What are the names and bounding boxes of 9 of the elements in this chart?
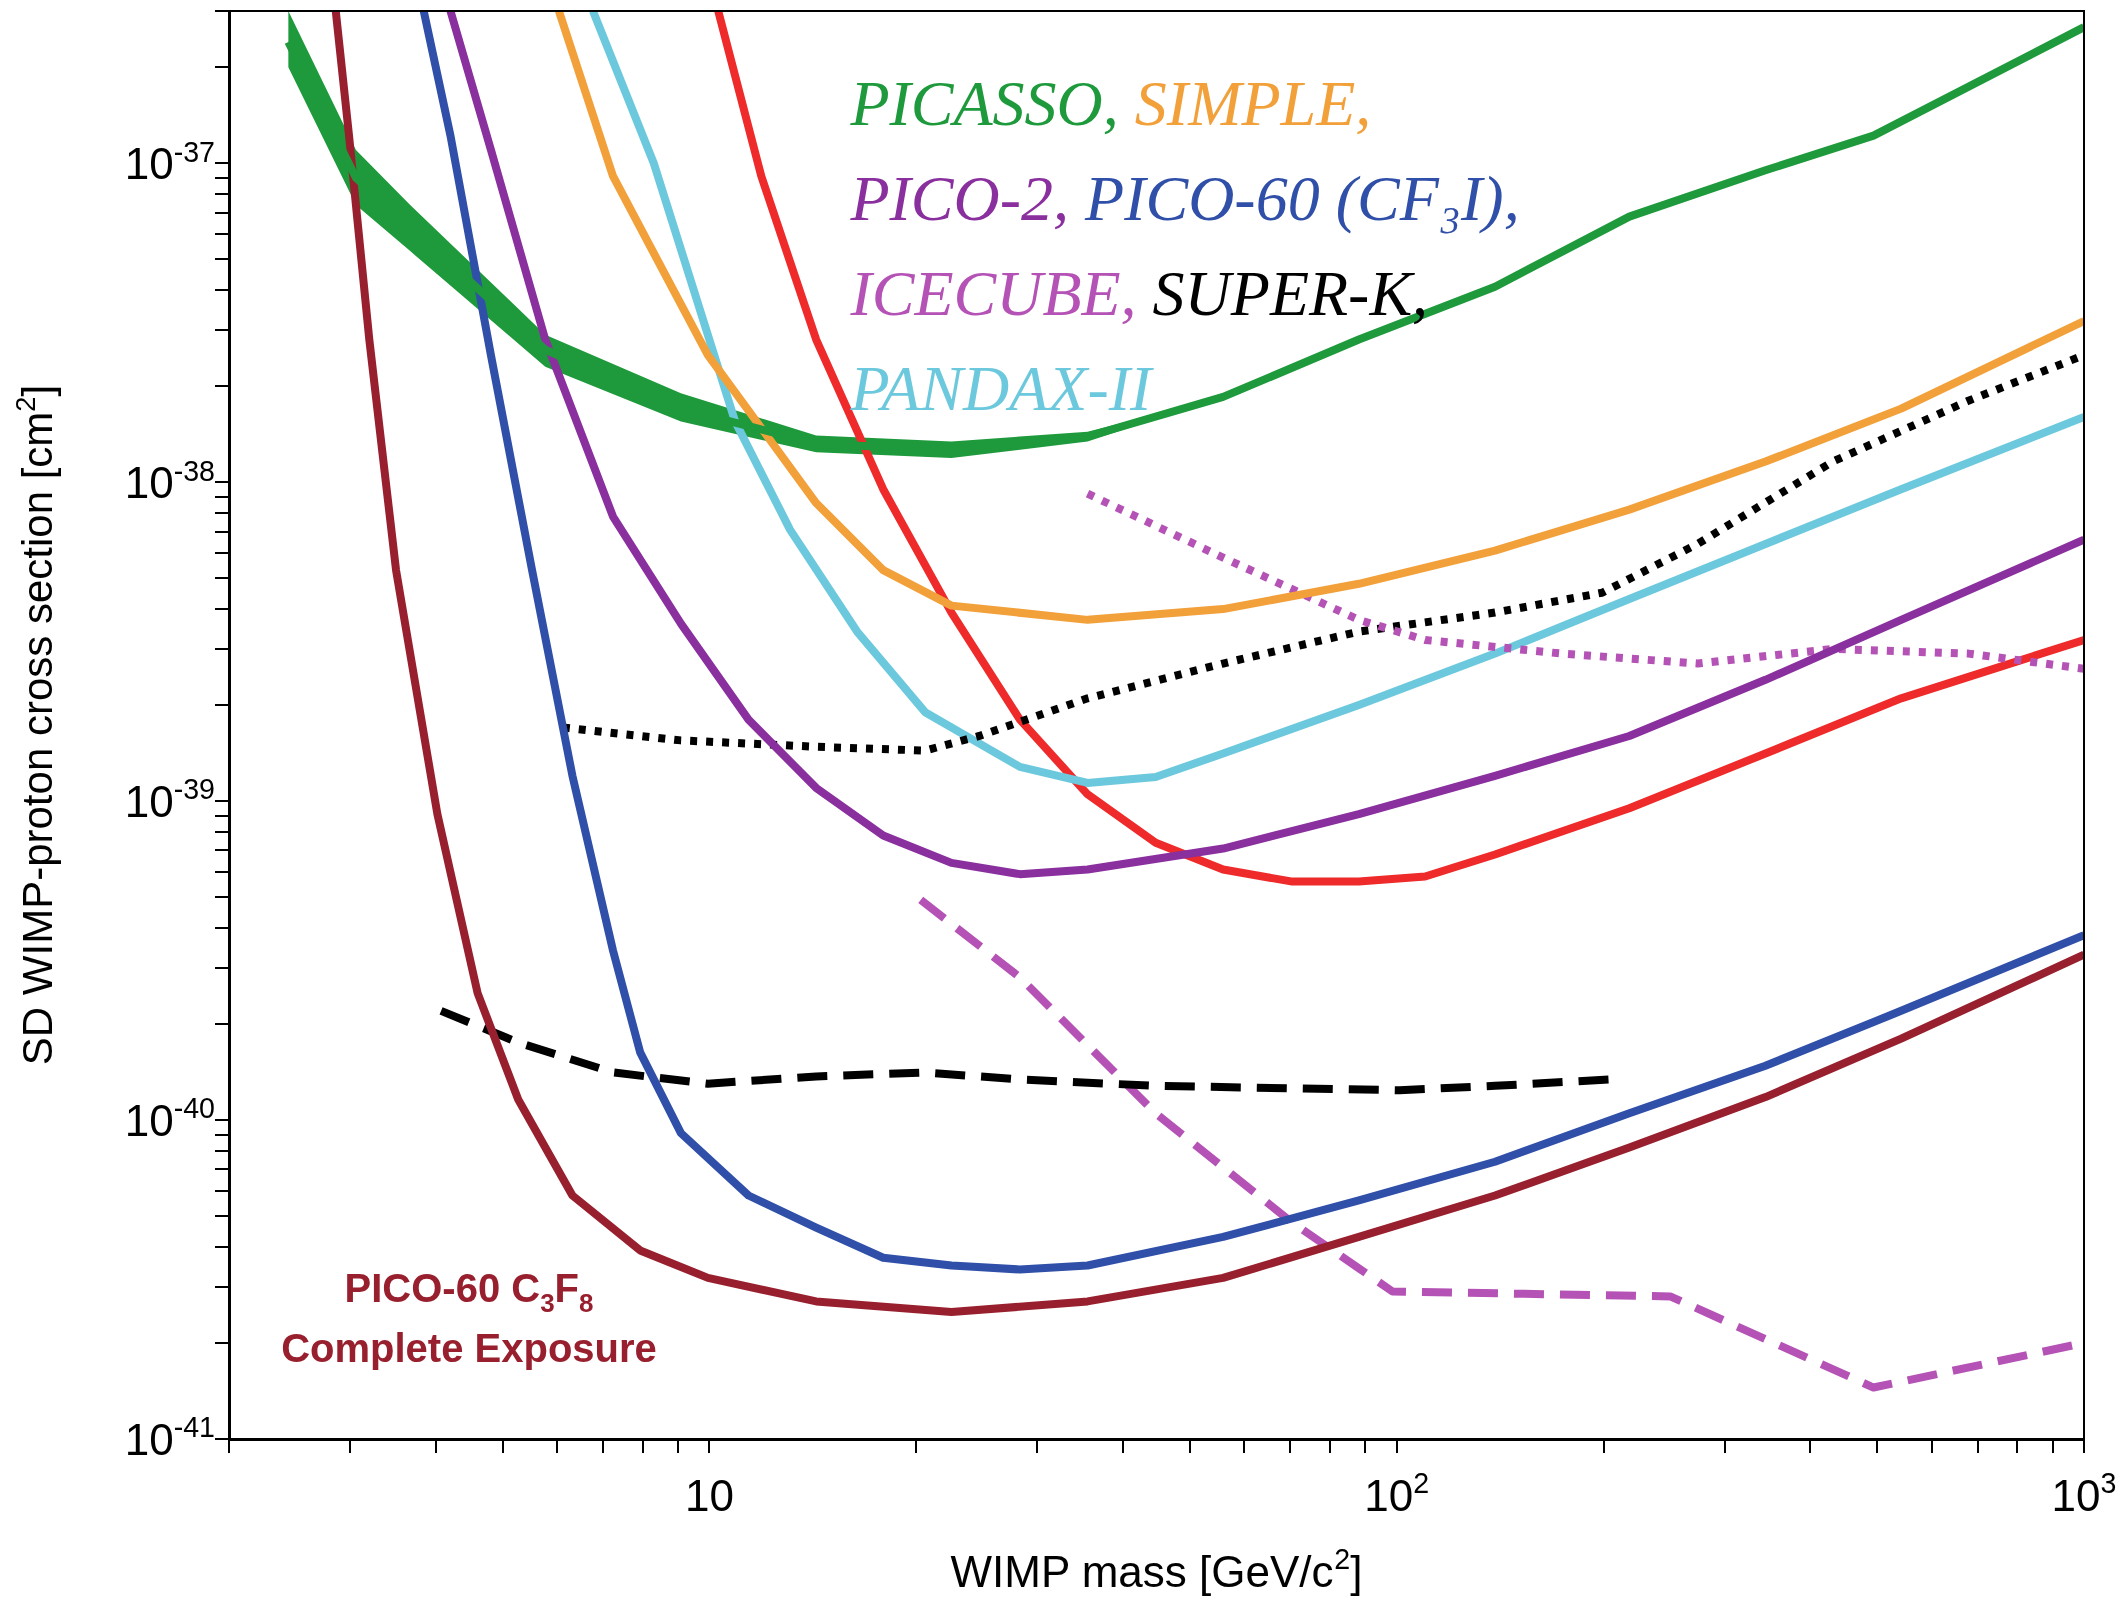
x-tick-label: 10 [684,1471,734,1520]
text: SUPER-K, [1152,258,1429,329]
text: SIMPLE, [1134,68,1372,139]
text: PICASSO, [849,68,1119,139]
text: PICO-2, [849,163,1070,234]
series-label: PANDAX-II [849,353,1155,424]
y-axis-title: SD WIMP-proton cross section [cm2] [10,384,61,1066]
text: ICECUBE, [849,258,1137,329]
text: PICO-60 (CF₃I), [1084,163,1520,234]
